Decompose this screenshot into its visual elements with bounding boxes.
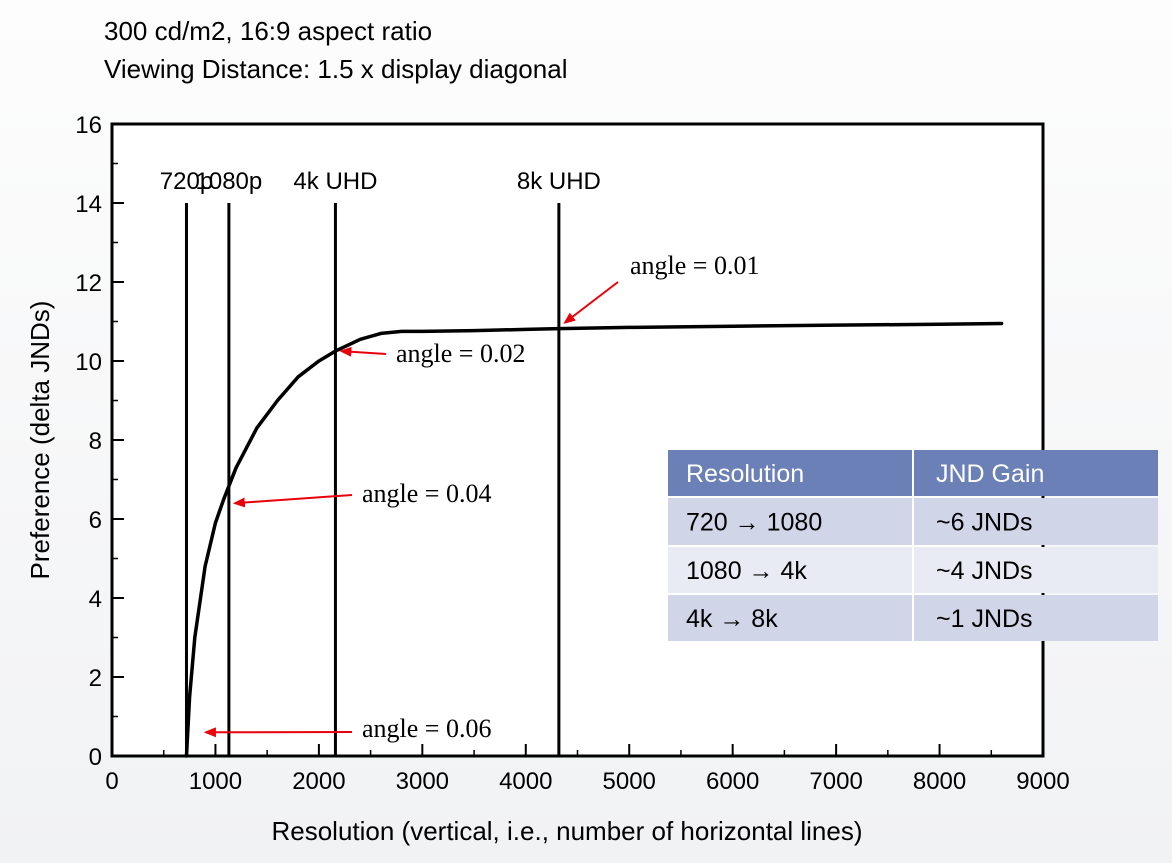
table-header-cell	[668, 450, 912, 496]
preference-curve	[184, 321, 1004, 758]
table-cell	[668, 498, 912, 545]
y-tick-label: 16	[75, 112, 102, 139]
reference-line-label: 1080p	[196, 168, 263, 195]
annotation-label: angle = 0.02	[396, 339, 525, 368]
reference-line-label: 4k UHD	[293, 168, 377, 195]
y-tick-label: 6	[89, 507, 102, 534]
annotation-arrow	[563, 281, 619, 324]
y-tick-label: 14	[75, 191, 102, 218]
x-tick-label: 1000	[189, 768, 242, 795]
x-tick-label: 2000	[292, 768, 345, 795]
table-cell-resolution: 1080 → 4k	[686, 557, 807, 585]
y-tick-label: 8	[89, 428, 102, 455]
jnd-table: Resolution JND Gain 720 → 1080 ~6 JNDs 1080 …	[668, 450, 1158, 641]
table-cell	[914, 547, 1158, 593]
table-header-cell	[914, 450, 1158, 496]
x-tick-label: 9000	[1016, 768, 1069, 795]
reference-line-label: 720p	[160, 168, 213, 195]
x-tick-label: 4000	[499, 768, 552, 795]
annotation-label: angle = 0.06	[362, 714, 491, 743]
x-tick-label: 6000	[706, 768, 759, 795]
chart-title: 300 cd/m2, 16:9 aspect ratio	[104, 16, 432, 46]
table-cell-gain: ~4 JNDs	[936, 557, 1033, 585]
annotation-label: angle = 0.04	[362, 479, 491, 508]
x-tick-label: 5000	[603, 768, 656, 795]
table-cell-resolution: 720 → 1080	[686, 509, 822, 537]
table-cell	[914, 595, 1158, 641]
table-cell-resolution: 4k → 8k	[686, 605, 778, 633]
annotation-arrow	[232, 494, 353, 508]
x-tick-label: 8000	[913, 768, 966, 795]
reference-line-label: 8k UHD	[517, 168, 601, 195]
y-axis-label: Preference (delta JNDs)	[25, 301, 55, 580]
x-axis-label: Resolution (vertical, i.e., number of ho…	[271, 816, 862, 846]
chart-subtitle: Viewing Distance: 1.5 x display diagonal	[104, 54, 567, 84]
y-tick-label: 0	[89, 744, 102, 771]
table-cell	[668, 595, 912, 641]
table-cell	[914, 498, 1158, 545]
y-tick-label: 10	[75, 349, 102, 376]
y-tick-label: 4	[89, 586, 102, 613]
table-cell-gain: ~6 JNDs	[936, 509, 1033, 537]
table-header: JND Gain	[936, 460, 1044, 488]
plot-area: 0 1000 2000 3000 4000 5000 6000 7000 8000 9000 0 2 4…	[75, 112, 1069, 795]
annotation-arrow	[339, 346, 387, 357]
y-tick-label: 12	[75, 270, 102, 297]
x-tick-label: 0	[105, 768, 118, 795]
x-tick-label: 3000	[396, 768, 449, 795]
table-header: Resolution	[686, 460, 804, 488]
table-cell	[668, 547, 912, 593]
annotation-label: angle = 0.01	[630, 251, 759, 280]
plot-frame	[110, 122, 1045, 758]
table-cell-gain: ~1 JNDs	[936, 605, 1033, 633]
x-tick-label: 7000	[809, 768, 862, 795]
y-tick-label: 2	[89, 665, 102, 692]
